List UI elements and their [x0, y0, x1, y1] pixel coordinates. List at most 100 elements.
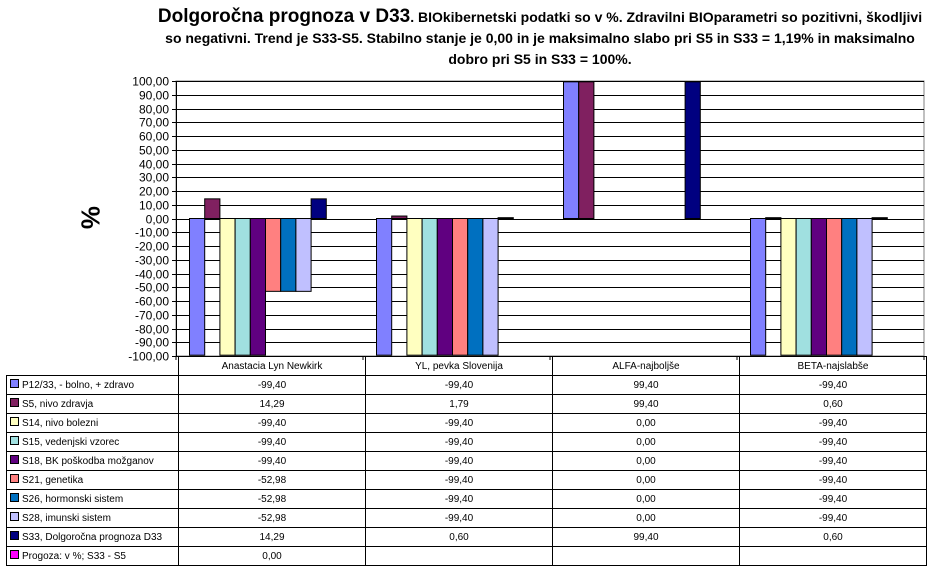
bar [841, 218, 858, 356]
legend-entry: S28, imunski sistem [6, 508, 179, 528]
bar [497, 217, 514, 220]
bar [795, 218, 812, 356]
y-tick-label: -40,00 [135, 268, 169, 282]
chart-title-main: Dolgoročna prognoza v D33 [157, 6, 411, 27]
data-label: -99,40 [739, 375, 927, 395]
legend-swatch [10, 493, 19, 503]
x-category-label: BETA-najslabše [739, 356, 927, 376]
data-label: 0,00 [552, 451, 740, 471]
y-tick-label: 30,00 [139, 171, 169, 185]
data-label: -52,98 [178, 489, 366, 509]
data-label: 0,00 [552, 470, 740, 490]
bar [563, 81, 580, 219]
bar [189, 218, 206, 356]
data-label: 0,00 [552, 432, 740, 452]
data-table: Anastacia Lyn Newkirk YL, pevka Slovenija… [6, 356, 927, 566]
y-tick-label: 0,00 [146, 213, 170, 227]
legend-swatch [10, 436, 19, 446]
x-category-label: Anastacia Lyn Newkirk [178, 356, 366, 376]
y-tick-label: -30,00 [135, 254, 169, 268]
table-row: S21, genetika -52,98 -99,40 0,00 -99,40 [6, 470, 927, 490]
data-label: 0,00 [552, 489, 740, 509]
legend-entry: S14, nivo bolezni [6, 413, 179, 433]
legend-label: Progoza: v %; S33 - S5 [22, 550, 126, 562]
y-tick-label: -90,00 [135, 336, 169, 350]
legend-label: S28, imunski sistem [22, 512, 111, 524]
data-label: -99,40 [739, 508, 927, 528]
bar [204, 198, 221, 220]
legend-swatch [10, 379, 19, 389]
data-label: -52,98 [178, 470, 366, 490]
bar [376, 218, 393, 356]
y-tick-label: -70,00 [135, 309, 169, 323]
data-label: -99,40 [365, 432, 553, 452]
table-row: S33, Dolgoročna prognoza D33 14,29 0,60 99,… [6, 527, 927, 547]
bar [452, 218, 469, 356]
data-label: 0,00 [178, 546, 366, 566]
bar [219, 218, 236, 356]
bar [421, 218, 438, 356]
table-row: S26, hormonski sistem -52,98 -99,40 0,00 -99… [6, 489, 927, 509]
bar [234, 218, 251, 356]
table-row: S14, nivo bolezni -99,40 -99,40 0,00 -99,40 [6, 413, 927, 433]
table-header-row: Anastacia Lyn Newkirk YL, pevka Slovenija… [6, 356, 927, 376]
legend-label: S21, genetika [22, 474, 84, 486]
bar [249, 218, 267, 356]
data-label: -99,40 [739, 489, 927, 509]
y-tick-label: 100,00 [132, 75, 169, 89]
bar [684, 81, 701, 219]
bar [810, 218, 827, 356]
legend-swatch [10, 417, 19, 427]
bar [467, 218, 484, 356]
legend-entry: S26, hormonski sistem [6, 489, 179, 509]
data-label: -99,40 [739, 451, 927, 471]
data-label: -99,40 [365, 375, 553, 395]
data-label: -99,40 [365, 451, 553, 471]
data-label: 99,40 [552, 394, 740, 414]
bar [826, 218, 843, 356]
table-corner [6, 356, 179, 376]
legend-label: S26, hormonski sistem [22, 493, 124, 505]
table-row: Progoza: v %; S33 - S5 0,00 [6, 546, 927, 566]
legend-label: S14, nivo bolezni [22, 417, 99, 429]
legend-entry: P12/33, - bolno, + zdravo [6, 375, 179, 395]
y-tick-label: 20,00 [139, 185, 169, 199]
y-tick-label: 90,00 [139, 89, 169, 103]
data-label: 1,79 [365, 394, 553, 414]
data-label [552, 546, 740, 566]
data-label: -99,40 [365, 413, 553, 433]
data-label: -99,40 [365, 508, 553, 528]
legend-swatch [10, 474, 19, 484]
data-label: 0,60 [365, 527, 553, 547]
data-label: 0,60 [739, 394, 927, 414]
table-row: S28, imunski sistem -52,98 -99,40 0,00 -99,4… [6, 508, 927, 528]
table-row: S5, nivo zdravja 14,29 1,79 99,40 0,60 [6, 394, 927, 414]
legend-entry: Progoza: v %; S33 - S5 [6, 546, 179, 566]
data-label: 99,40 [552, 527, 740, 547]
y-tick-label: -10,00 [135, 226, 169, 240]
data-label: -99,40 [739, 432, 927, 452]
chart-title-sub: . BIOkibernetski podatki so v %. Zdravil… [165, 9, 923, 67]
bar [391, 215, 408, 220]
data-label: 99,40 [552, 375, 740, 395]
legend-label: S33, Dolgoročna prognoza D33 [22, 531, 163, 543]
data-label: -99,40 [365, 470, 553, 490]
bar [856, 218, 873, 356]
bar [578, 81, 595, 219]
legend-swatch [10, 512, 19, 522]
x-category-label: ALFA-najboljše [552, 356, 740, 376]
legend-entry: S21, genetika [6, 470, 179, 490]
legend-label: S18, BK poškodba možganov [22, 455, 154, 467]
y-tick-label: 50,00 [139, 144, 169, 158]
legend-swatch [10, 531, 19, 541]
data-label [365, 546, 553, 566]
data-label: -99,40 [178, 432, 366, 452]
data-label: 0,00 [552, 413, 740, 433]
data-label: -52,98 [178, 508, 366, 528]
bar [280, 218, 297, 292]
bar [482, 218, 499, 356]
bar [765, 217, 782, 220]
data-label [739, 546, 927, 566]
y-tick-label: 10,00 [139, 199, 169, 213]
bar [295, 218, 312, 292]
